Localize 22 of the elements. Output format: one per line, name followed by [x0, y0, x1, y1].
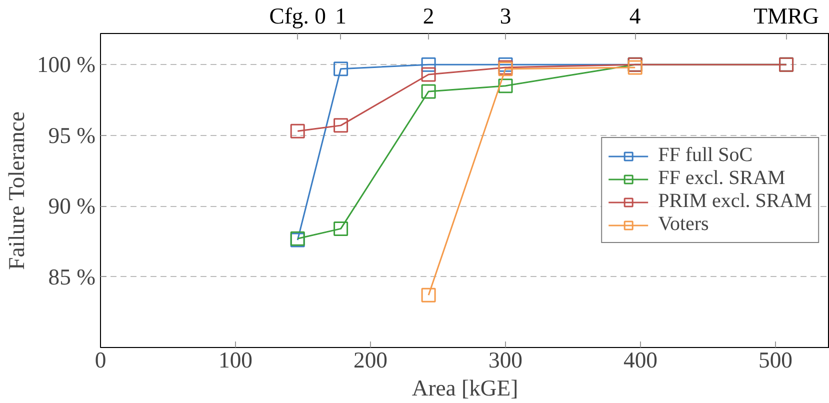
- legend-label: PRIM excl. SRAM: [658, 190, 812, 213]
- annotation: 2: [422, 4, 434, 28]
- annotation: 4: [629, 4, 641, 28]
- annotation: 1: [335, 4, 346, 28]
- x-tick-label: 200: [354, 348, 388, 372]
- y-tick-label: 85 %: [48, 264, 96, 290]
- annotation: TMRG: [754, 4, 820, 28]
- annotation: Cfg. 0: [269, 4, 326, 28]
- x-tick-label: 500: [758, 348, 792, 372]
- y-tick-label: 100 %: [36, 52, 96, 78]
- y-tick-label: 95 %: [48, 122, 96, 148]
- x-tick-label: 0: [94, 348, 106, 372]
- x-axis-title: Area [kGE]: [412, 376, 518, 400]
- x-tick-label: 400: [624, 348, 658, 372]
- legend-label: Voters: [658, 213, 709, 236]
- x-tick-label: 300: [488, 348, 522, 372]
- y-axis-title: Failure Tolerance: [4, 112, 29, 270]
- legend-label: FF excl. SRAM: [658, 167, 786, 190]
- y-tick-label: 90 %: [48, 194, 96, 219]
- annotation: 3: [500, 4, 512, 28]
- x-tick-label: 100: [218, 348, 252, 372]
- legend-label: FF full SoC: [658, 144, 753, 167]
